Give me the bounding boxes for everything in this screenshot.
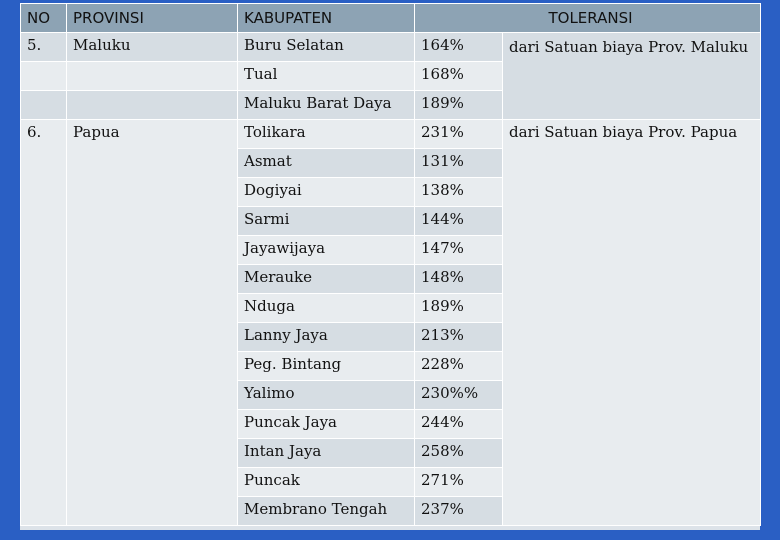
kabupaten-cell: Maluku Barat Daya <box>237 90 415 120</box>
header-provinsi: PROVINSI <box>66 3 238 33</box>
header-toleransi: TOLERANSI <box>413 3 762 33</box>
kabupaten-cell: Membrano Tengah <box>237 496 415 526</box>
table-row: Intan Jaya 258% <box>21 438 761 468</box>
kabupaten-cell: Buru Selatan <box>237 32 415 62</box>
toleransi-cell: 231% <box>414 119 503 149</box>
no-cell: 5. <box>20 32 67 62</box>
no-cell: 6. <box>20 119 67 526</box>
kabupaten-cell: Merauke <box>237 264 415 294</box>
table-row: Membrano Tengah 237% <box>21 496 761 526</box>
provinsi-cell: Maluku <box>66 32 238 62</box>
table-row: Jayawijaya 147% <box>21 235 761 265</box>
toleransi-cell: 168% <box>414 61 503 91</box>
toleransi-cell: 131% <box>414 148 503 178</box>
table-row: Sarmi 144% <box>21 206 761 236</box>
keterangan-cell: dari Satuan biaya Prov. Papua <box>501 119 762 526</box>
kabupaten-cell: Sarmi <box>237 206 415 236</box>
no-cell <box>20 61 67 91</box>
tolerance-table: NO PROVINSI KABUPATEN TOLERANSI 5. Maluk… <box>20 3 762 526</box>
table-row: 6. Papua Tolikara 231% dari Satuan biaya… <box>20 119 762 526</box>
kabupaten-cell: Puncak Jaya <box>237 409 415 439</box>
table-row: Asmat 131% <box>21 148 761 178</box>
table-row: Tual 168% <box>20 61 761 91</box>
table-row: Puncak 271% <box>21 467 761 497</box>
table-row: Lanny Jaya 213% <box>21 322 761 352</box>
no-cell <box>20 90 67 120</box>
table-row: Dogiyai 138% <box>21 177 761 207</box>
toleransi-cell: 147% <box>414 235 503 265</box>
toleransi-cell: 230%% <box>414 380 503 410</box>
table-row: Nduga 189% <box>21 293 761 323</box>
toleransi-cell: 244% <box>414 409 503 439</box>
toleransi-cell: 228% <box>414 351 503 381</box>
keterangan-cell: dari Satuan biaya Prov. Maluku <box>501 32 762 120</box>
toleransi-cell: 164% <box>414 32 503 62</box>
header-row: NO PROVINSI KABUPATEN TOLERANSI <box>20 3 762 33</box>
toleransi-cell: 148% <box>414 264 503 294</box>
kabupaten-cell: Yalimo <box>237 380 415 410</box>
kabupaten-cell: Nduga <box>237 293 415 323</box>
toleransi-cell: 213% <box>414 322 503 352</box>
table-row: 5. Maluku Buru Selatan 164% dari Satuan … <box>20 32 762 120</box>
table-row: Yalimo 230%% <box>21 380 761 410</box>
kabupaten-cell: Tolikara <box>237 119 415 149</box>
table-row: Merauke 148% <box>21 264 761 294</box>
provinsi-cell <box>66 61 238 91</box>
kabupaten-cell: Puncak <box>237 467 415 497</box>
toleransi-cell: 271% <box>414 467 503 497</box>
kabupaten-cell: Dogiyai <box>237 177 415 207</box>
kabupaten-cell: Jayawijaya <box>237 235 415 265</box>
provinsi-cell <box>66 90 238 120</box>
header-kabupaten: KABUPATEN <box>237 3 415 33</box>
kabupaten-cell: Peg. Bintang <box>237 351 415 381</box>
kabupaten-cell: Tual <box>237 61 415 91</box>
provinsi-cell: Papua <box>66 119 238 526</box>
toleransi-cell: 189% <box>414 293 503 323</box>
header-no: NO <box>20 3 67 33</box>
toleransi-cell: 138% <box>414 177 503 207</box>
toleransi-cell: 189% <box>414 90 503 120</box>
toleransi-cell: 237% <box>414 496 503 526</box>
toleransi-cell: 144% <box>414 206 503 236</box>
kabupaten-cell: Asmat <box>237 148 415 178</box>
kabupaten-cell: Lanny Jaya <box>237 322 415 352</box>
toleransi-cell: 258% <box>414 438 503 468</box>
kabupaten-cell: Intan Jaya <box>237 438 415 468</box>
table-row: Peg. Bintang 228% <box>21 351 761 381</box>
